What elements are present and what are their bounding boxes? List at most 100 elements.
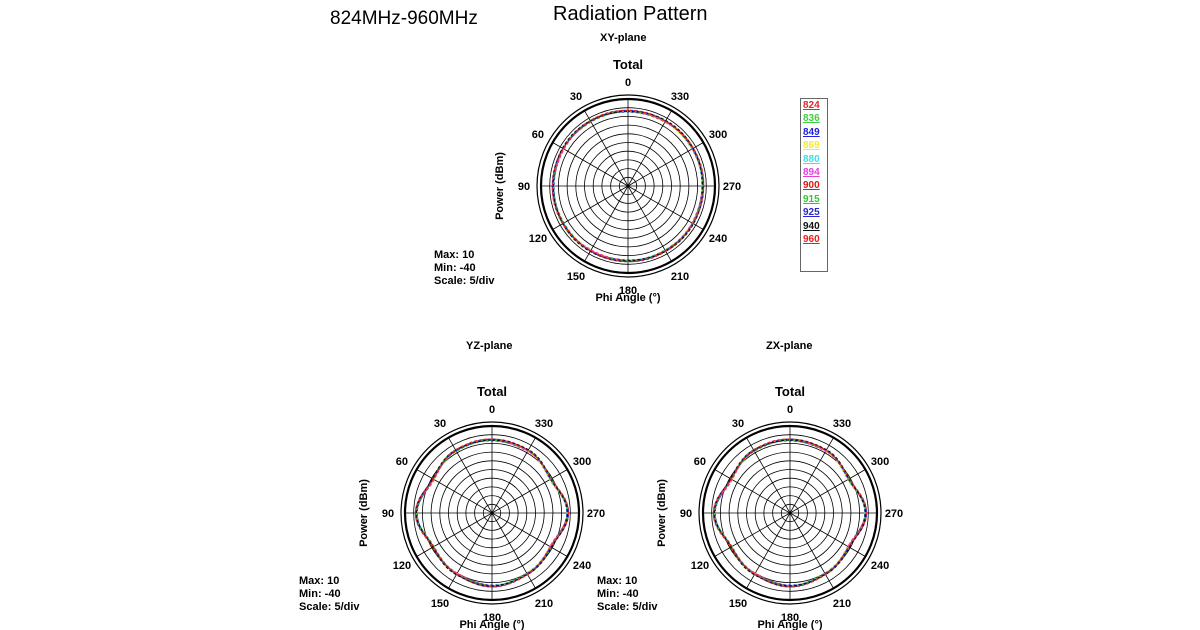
min-label: Min: -40 <box>299 588 341 600</box>
min-label: Min: -40 <box>434 262 476 274</box>
grid-spoke <box>627 185 704 230</box>
angle-tick-210: 210 <box>671 271 689 283</box>
angle-tick-0: 0 <box>489 404 495 416</box>
legend-item-915: 915 <box>803 193 820 205</box>
legend-item-869: 869 <box>803 140 820 152</box>
x-axis-label: Phi Angle (°) <box>595 292 660 304</box>
grid-spoke <box>491 469 568 514</box>
trace-960 <box>414 438 570 588</box>
chart-title: Total <box>775 384 805 399</box>
grid-spoke <box>714 469 791 514</box>
yz-plane-title: YZ-plane <box>466 340 513 352</box>
grid-spoke <box>448 512 493 589</box>
polar-chart-zx-plane: 0 30 60 90 120 150 180 210 240 270 300 330 Total Phi … <box>656 384 903 630</box>
angle-tick-120: 120 <box>393 560 411 572</box>
zx-stats: Max: 10 Min: -40 Scale: 5/div <box>597 575 658 614</box>
max-label: Max: 10 <box>434 249 475 261</box>
angle-tick-150: 150 <box>729 598 747 610</box>
grid-spoke <box>746 512 791 589</box>
frequency-legend: 824 836 849 869 880 894 900 915 925 940 960 <box>800 98 828 272</box>
angle-tick-270: 270 <box>723 181 741 193</box>
polar-chart-yz-plane: 0 30 60 90 120 150 180 210 240 270 300 330 Total Phi … <box>358 384 605 630</box>
grid-spoke <box>448 437 493 514</box>
angle-tick-180: 180 <box>483 612 501 624</box>
angle-tick-300: 300 <box>709 129 727 141</box>
angle-tick-330: 330 <box>671 91 689 103</box>
angle-tick-300: 300 <box>573 456 591 468</box>
grid-spoke <box>416 512 493 557</box>
outer-ring-2 <box>536 94 720 278</box>
angle-tick-150: 150 <box>431 598 449 610</box>
legend-item-849: 849 <box>803 126 820 138</box>
angle-tick-120: 120 <box>691 560 709 572</box>
grid-spoke <box>627 110 672 187</box>
trace-925 <box>712 438 868 588</box>
angle-tick-30: 30 <box>732 418 744 430</box>
angle-tick-90: 90 <box>518 181 530 193</box>
angle-tick-0: 0 <box>787 404 793 416</box>
angle-tick-180: 180 <box>619 285 637 297</box>
legend-item-894: 894 <box>803 167 820 179</box>
grid-spoke <box>789 437 834 514</box>
scale-label: Scale: 5/div <box>597 601 658 613</box>
grid-spoke <box>789 512 866 557</box>
grid-spoke <box>714 512 791 557</box>
zx-plane-title: ZX-plane <box>766 340 813 352</box>
legend-item-824: 824 <box>803 100 820 111</box>
angle-tick-30: 30 <box>434 418 446 430</box>
outer-ring-2 <box>400 421 584 605</box>
xy-stats: Max: 10 Min: -40 Scale: 5/div <box>434 249 495 288</box>
legend-item-925: 925 <box>803 207 820 219</box>
trace-925 <box>551 109 705 263</box>
x-axis-label: Phi Angle (°) <box>757 619 822 630</box>
x-axis-label: Phi Angle (°) <box>459 619 524 630</box>
angle-tick-210: 210 <box>833 598 851 610</box>
angle-tick-270: 270 <box>587 508 605 520</box>
grid-spoke <box>789 512 834 589</box>
grid-spoke <box>789 469 866 514</box>
grid-spoke <box>627 185 672 262</box>
angle-tick-60: 60 <box>532 129 544 141</box>
trace-925 <box>414 438 570 588</box>
frequency-range: 824MHz-960MHz <box>330 8 478 29</box>
y-axis-label: Power (dBm) <box>358 479 370 547</box>
outer-ring-2 <box>698 421 882 605</box>
angle-tick-0: 0 <box>625 77 631 89</box>
angle-tick-210: 210 <box>535 598 553 610</box>
grid-spoke <box>746 437 791 514</box>
page-title: Radiation Pattern <box>553 3 708 25</box>
angle-tick-240: 240 <box>573 560 591 572</box>
grid-spoke <box>627 142 704 187</box>
y-axis-label: Power (dBm) <box>494 152 506 220</box>
angle-tick-300: 300 <box>871 456 889 468</box>
angle-tick-240: 240 <box>871 560 889 572</box>
angle-tick-30: 30 <box>570 91 582 103</box>
chart-title: Total <box>477 384 507 399</box>
chart-title: Total <box>613 57 643 72</box>
grid-spoke <box>584 185 629 262</box>
grid-spoke <box>416 469 493 514</box>
polar-chart-xy-plane: 0 30 60 90 120 150 180 210 240 270 300 330 Total Phi … <box>494 57 741 304</box>
legend-item-836: 836 <box>803 113 820 125</box>
max-label: Max: 10 <box>299 575 340 587</box>
angle-tick-90: 90 <box>382 508 394 520</box>
grid-spoke <box>491 512 568 557</box>
trace-960 <box>712 438 868 588</box>
legend-item-960: 960 <box>803 234 820 246</box>
grid-spoke <box>552 185 629 230</box>
grid-spoke <box>491 437 536 514</box>
min-label: Min: -40 <box>597 588 639 600</box>
scale-label: Scale: 5/div <box>299 601 360 613</box>
trace-940 <box>552 110 704 262</box>
y-axis-label: Power (dBm) <box>656 479 668 547</box>
angle-tick-330: 330 <box>833 418 851 430</box>
legend-item-880: 880 <box>803 153 820 165</box>
angle-tick-120: 120 <box>529 233 547 245</box>
yz-stats: Max: 10 Min: -40 Scale: 5/div <box>299 575 360 614</box>
angle-tick-150: 150 <box>567 271 585 283</box>
grid-spoke <box>552 142 629 187</box>
angle-tick-270: 270 <box>885 508 903 520</box>
xy-plane-title: XY-plane <box>600 32 647 44</box>
max-label: Max: 10 <box>597 575 638 587</box>
